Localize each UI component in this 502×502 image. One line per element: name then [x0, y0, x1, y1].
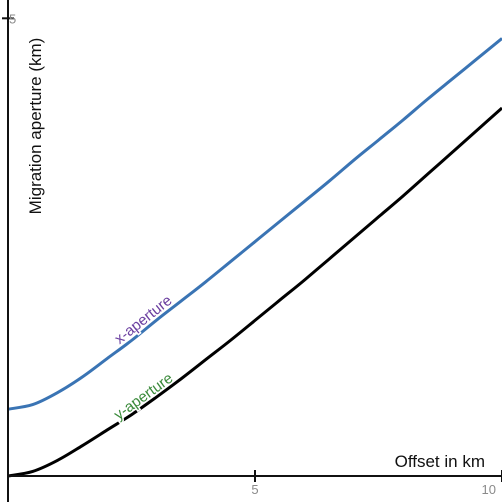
- curve-labels: x-aperture y-aperture: [109, 290, 177, 425]
- curve-label-y-aperture: y-aperture: [111, 370, 176, 424]
- x-tick-label: 10: [482, 482, 496, 497]
- x-tick-label: 5: [251, 482, 258, 497]
- series-line-x-aperture: [7, 37, 502, 411]
- series-line-y-aperture: [7, 106, 502, 478]
- x-axis-title: Offset in km: [395, 452, 485, 471]
- series-curves: [7, 37, 502, 478]
- curve-label-x-aperture: x-aperture: [111, 292, 175, 348]
- y-tick-label: 5: [9, 11, 16, 26]
- axis-ticks: 5 10 5: [2, 11, 502, 497]
- y-axis-title: Migration aperture (km): [26, 38, 45, 215]
